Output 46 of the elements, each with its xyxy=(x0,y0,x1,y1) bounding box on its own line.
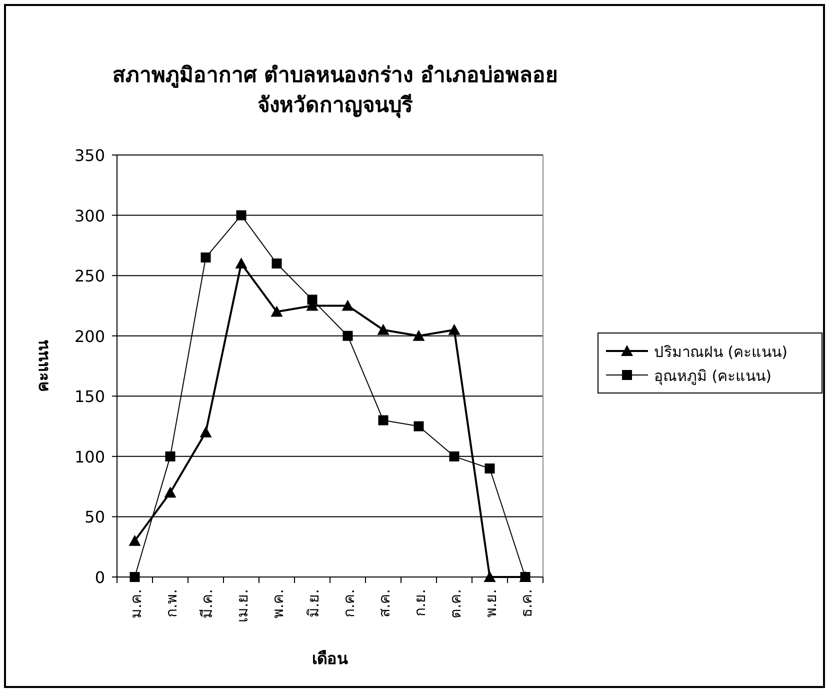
point xyxy=(236,210,246,220)
point xyxy=(272,258,282,269)
y-tick-label: 0 xyxy=(94,568,105,587)
point xyxy=(200,426,212,438)
point xyxy=(164,486,176,498)
point xyxy=(342,330,353,341)
point xyxy=(307,294,318,305)
x-tick-label: ก.ย. xyxy=(410,589,429,617)
x-tick-label: พ.ย. xyxy=(482,589,500,618)
x-tick-label: ก.ค. xyxy=(340,589,358,618)
x-tick-label: ส.ค. xyxy=(375,589,394,618)
point xyxy=(200,252,211,262)
chart-title: สภาพภูมิอากาศ ตำบลหนองกร่าง อำเภอบ่อพลอย จังหวัดกาญจนบุรี xyxy=(112,63,558,119)
y-tick-label: 250 xyxy=(74,266,105,286)
y-axis-title: คะแนน xyxy=(33,340,52,392)
point xyxy=(128,534,141,546)
point xyxy=(342,300,354,311)
y-tick-label: 50 xyxy=(84,508,105,527)
y-tick-label: 150 xyxy=(74,387,105,406)
x-tick-label: พ.ค. xyxy=(268,589,287,619)
point xyxy=(412,330,425,341)
point xyxy=(414,421,424,432)
y-tick-label: 350 xyxy=(74,146,105,165)
x-tick-label: ม.ค. xyxy=(126,589,145,619)
point xyxy=(130,572,140,582)
x-axis-title: เดือน xyxy=(312,649,348,668)
point xyxy=(235,258,248,269)
legend-label: อุณหภูมิ (คะแนน) xyxy=(654,367,772,386)
x-tick-label: ต.ค. xyxy=(446,589,464,619)
point xyxy=(449,451,460,462)
point xyxy=(484,571,496,582)
x-tick-label: มิ.ย. xyxy=(304,589,322,618)
point xyxy=(270,306,283,317)
point xyxy=(165,451,176,462)
x-tick-label: เม.ย. xyxy=(233,589,252,623)
point xyxy=(378,415,388,426)
y-tick-label: 100 xyxy=(74,447,105,466)
legend-label: ปริมาณฝน (คะแนน) xyxy=(654,343,788,361)
x-tick-label: ธ.ค. xyxy=(517,589,536,618)
y-tick-label: 200 xyxy=(74,326,105,346)
y-tick-label: 300 xyxy=(74,206,105,226)
x-tick-label: มี.ค. xyxy=(198,589,216,619)
point xyxy=(377,324,390,335)
point xyxy=(448,324,460,335)
x-tick-label: ก.พ. xyxy=(162,589,180,618)
point xyxy=(484,463,495,474)
